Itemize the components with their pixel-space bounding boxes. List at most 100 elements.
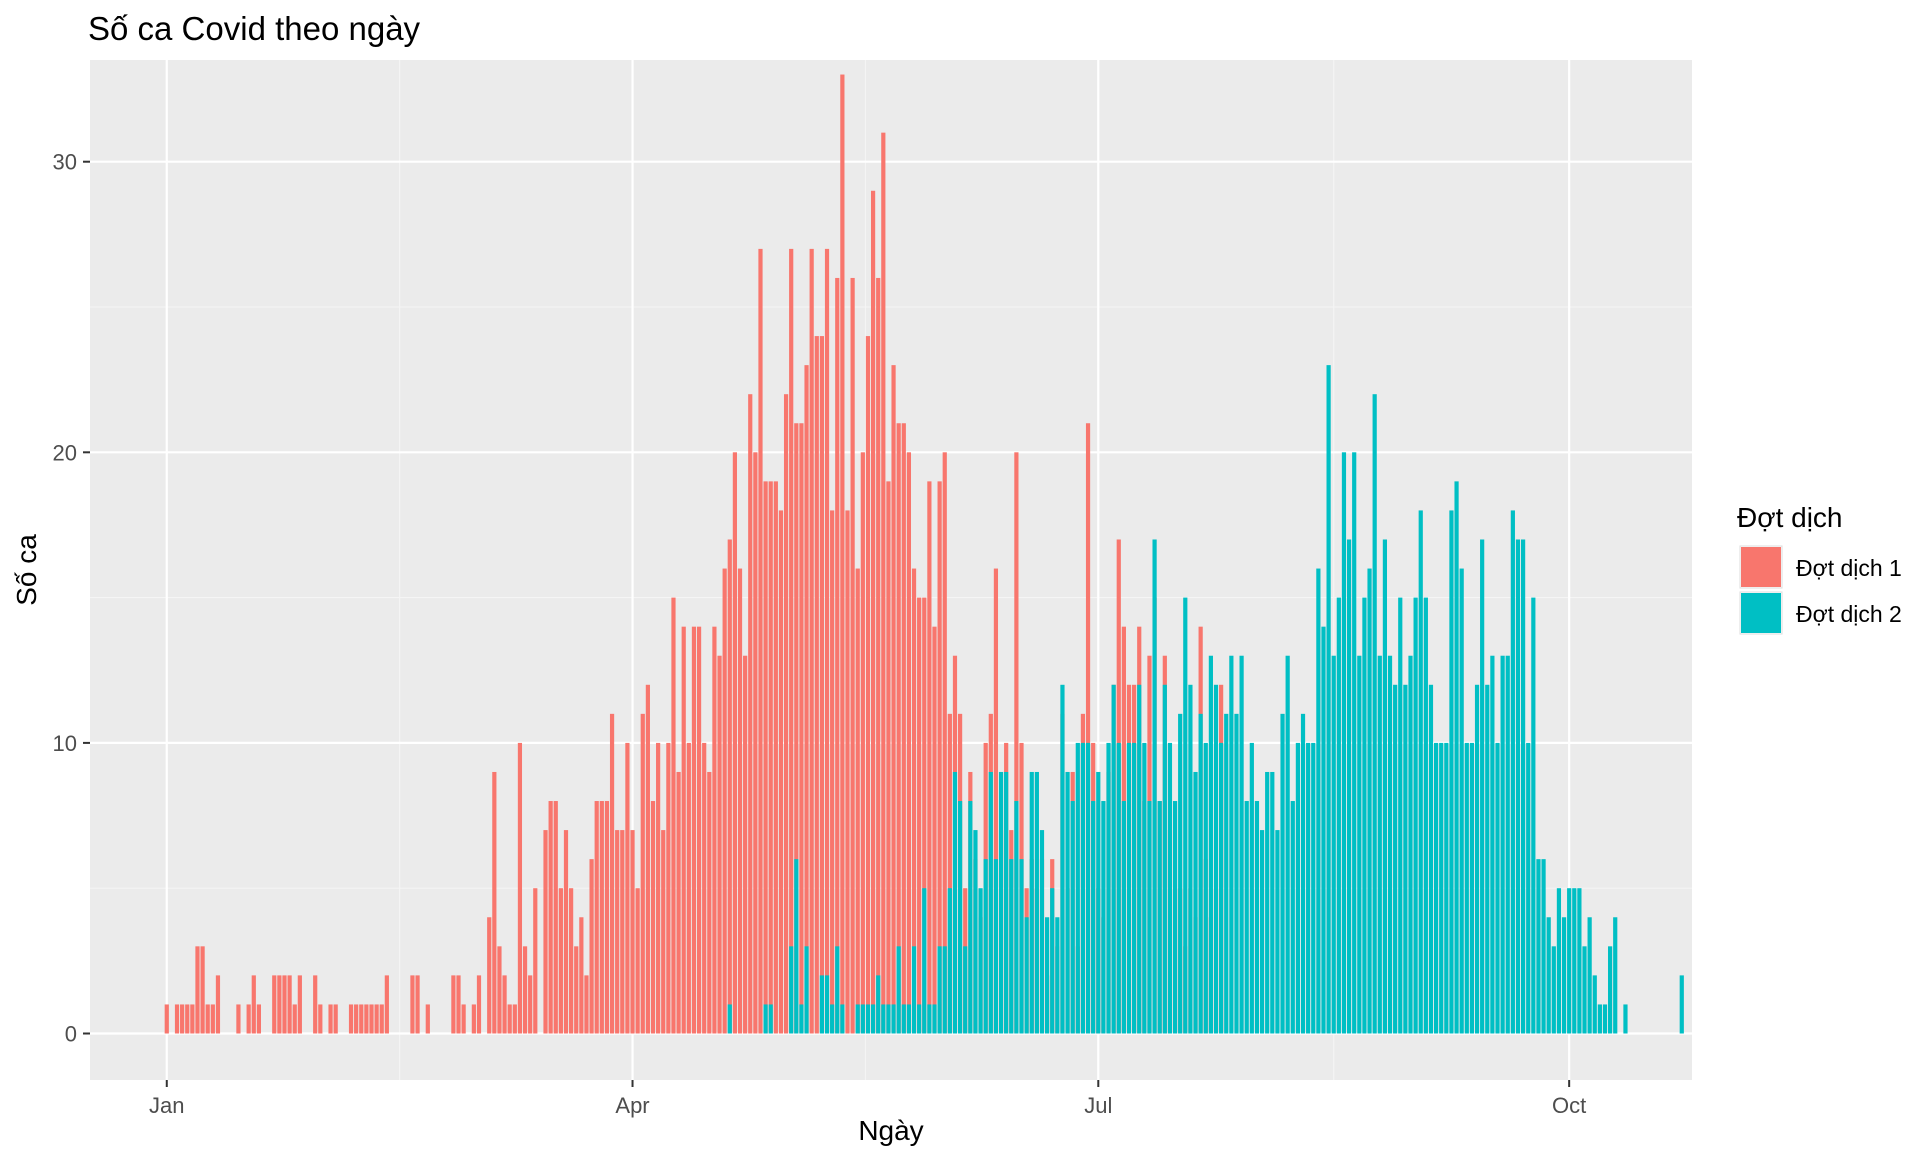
bar xyxy=(855,568,860,1034)
bar xyxy=(630,830,635,1034)
bar xyxy=(865,336,871,1034)
bar xyxy=(1265,771,1270,1034)
bar xyxy=(543,830,548,1034)
bar xyxy=(650,801,656,1034)
bar xyxy=(1295,742,1300,1034)
y-tick-label: 0 xyxy=(65,1022,77,1047)
bar xyxy=(896,423,901,1034)
bar xyxy=(364,1004,369,1034)
bar xyxy=(313,975,318,1034)
bar xyxy=(1019,859,1024,1034)
bar xyxy=(727,1004,732,1034)
bar xyxy=(497,946,502,1034)
bar xyxy=(1531,597,1536,1034)
bar xyxy=(359,1004,364,1034)
bar xyxy=(768,1004,773,1034)
bar xyxy=(789,946,794,1034)
legend-label-dot-dich-2: Đợt dịch 2 xyxy=(1796,601,1902,627)
bar xyxy=(563,830,569,1034)
bar xyxy=(1367,568,1372,1034)
bar xyxy=(215,975,221,1034)
bar xyxy=(1679,975,1684,1034)
bar xyxy=(512,1004,517,1034)
bar xyxy=(937,946,942,1034)
bar xyxy=(855,1004,860,1034)
bar xyxy=(809,248,814,1034)
bar xyxy=(1203,742,1208,1034)
bar xyxy=(993,568,999,1034)
bar xyxy=(901,1004,906,1034)
bar xyxy=(1024,917,1029,1034)
bar xyxy=(1275,830,1280,1034)
bar xyxy=(717,655,722,1034)
bar xyxy=(348,1004,354,1034)
bar xyxy=(1075,742,1080,1034)
bar xyxy=(886,1004,891,1034)
bar xyxy=(1398,597,1403,1034)
bar xyxy=(1280,713,1285,1034)
bar xyxy=(1014,801,1019,1034)
bar xyxy=(1219,742,1224,1034)
bar xyxy=(1469,742,1475,1034)
bar xyxy=(1377,655,1382,1034)
bar xyxy=(932,1004,937,1034)
bar xyxy=(272,975,277,1034)
bar xyxy=(502,975,507,1034)
bar xyxy=(1403,684,1408,1034)
bar xyxy=(1561,917,1567,1034)
bar xyxy=(1459,568,1464,1034)
bar xyxy=(1009,859,1014,1034)
bar xyxy=(1085,742,1091,1034)
bar xyxy=(865,1004,871,1034)
x-tick-label: Jan xyxy=(149,1093,184,1118)
bar xyxy=(1521,539,1526,1034)
bar xyxy=(1045,917,1050,1034)
bar xyxy=(1178,713,1183,1034)
bar xyxy=(1623,1004,1628,1034)
bar xyxy=(292,1004,297,1034)
bar xyxy=(794,859,799,1034)
bar xyxy=(615,830,620,1034)
bar xyxy=(768,481,773,1034)
bar xyxy=(778,510,784,1034)
bar xyxy=(819,336,825,1034)
bar xyxy=(942,452,947,1034)
x-axis: Jan Apr Jul Oct xyxy=(149,1080,1586,1118)
bar xyxy=(671,597,676,1034)
bar xyxy=(410,975,415,1034)
bar xyxy=(876,975,881,1034)
bar xyxy=(860,452,865,1034)
plot-panel xyxy=(90,60,1692,1080)
bar xyxy=(1352,452,1357,1034)
bar xyxy=(799,1004,804,1034)
bar xyxy=(906,452,912,1034)
bar xyxy=(1034,771,1039,1034)
bar xyxy=(922,888,927,1034)
bar xyxy=(917,597,922,1034)
bar xyxy=(1393,684,1398,1034)
bar xyxy=(1249,742,1254,1034)
bar xyxy=(476,975,482,1034)
bar xyxy=(661,830,666,1034)
bar xyxy=(1014,452,1019,1034)
bar xyxy=(1162,684,1167,1034)
legend-swatch-dot-dich-2 xyxy=(1741,593,1781,633)
bar xyxy=(911,946,917,1034)
bar xyxy=(783,394,789,1034)
bar xyxy=(988,771,993,1034)
bar xyxy=(1582,946,1587,1034)
y-axis: 0 10 20 30 xyxy=(53,150,90,1047)
bar xyxy=(906,1004,912,1034)
bar xyxy=(1132,742,1137,1034)
bar xyxy=(1551,946,1556,1034)
y-axis-title: Số ca xyxy=(11,534,42,606)
bar xyxy=(1224,713,1229,1034)
bar xyxy=(553,801,558,1034)
bar xyxy=(773,481,778,1034)
bar xyxy=(415,975,420,1034)
bar xyxy=(277,975,282,1034)
bar xyxy=(451,975,456,1034)
x-tick-label: Oct xyxy=(1552,1093,1586,1118)
bar xyxy=(947,888,952,1034)
